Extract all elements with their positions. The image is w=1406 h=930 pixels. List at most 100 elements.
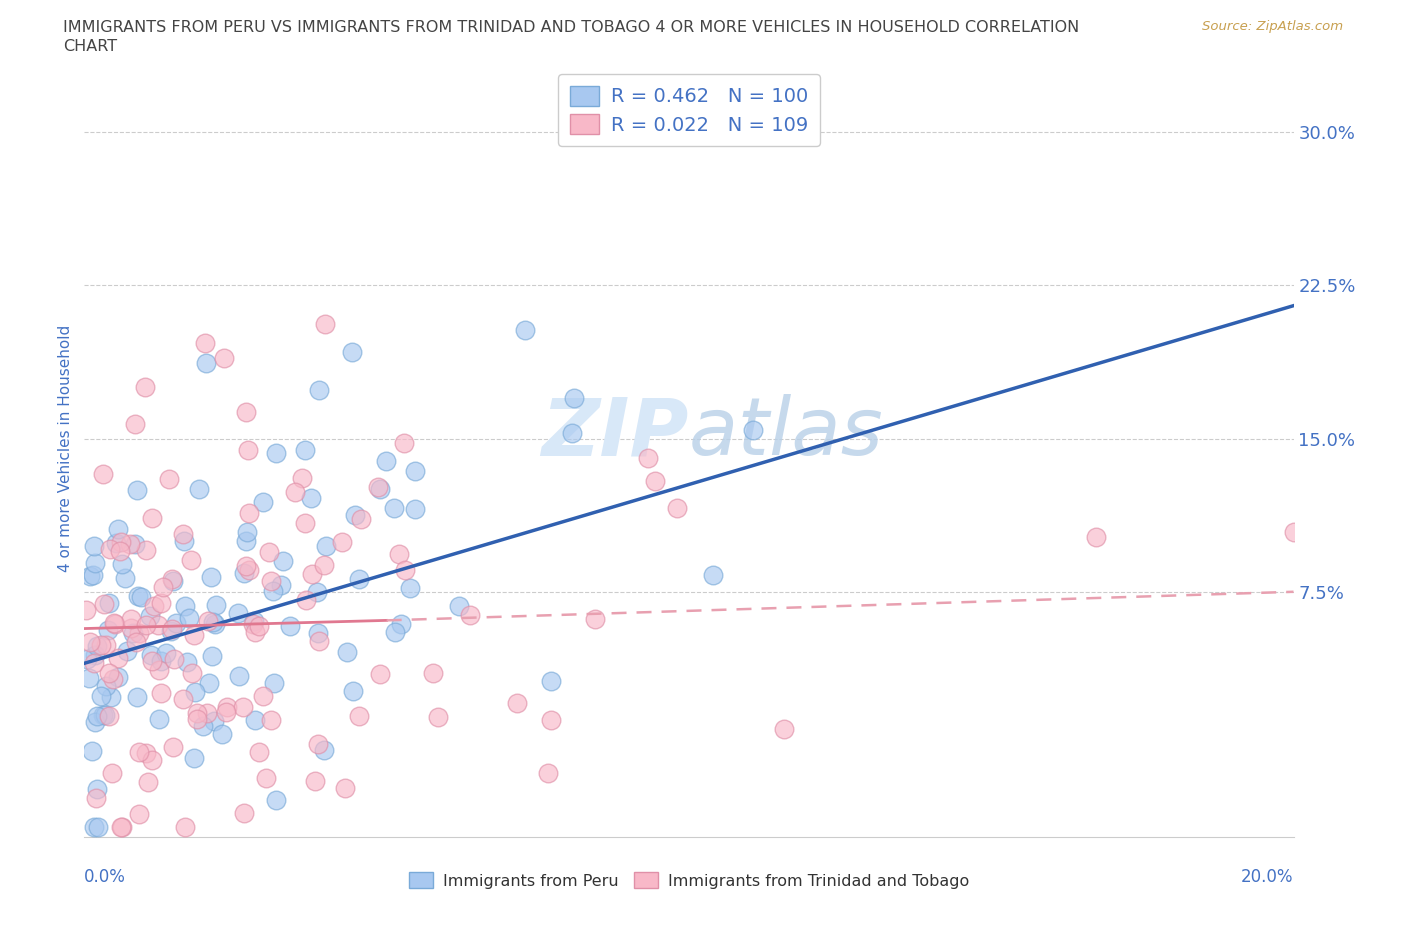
Point bbox=[104, 617, 127, 631]
Point bbox=[299, 490, 322, 505]
Point bbox=[82, 743, 104, 758]
Point bbox=[146, 618, 169, 632]
Point bbox=[391, 617, 413, 631]
Point bbox=[398, 581, 420, 596]
Point bbox=[93, 708, 115, 723]
Point bbox=[148, 663, 170, 678]
Point bbox=[235, 534, 257, 549]
Point bbox=[103, 671, 125, 686]
Point bbox=[1085, 529, 1108, 544]
Point bbox=[136, 775, 159, 790]
Point bbox=[172, 526, 194, 541]
Point bbox=[233, 805, 256, 820]
Point bbox=[128, 626, 150, 641]
Point bbox=[349, 572, 371, 587]
Point bbox=[150, 596, 173, 611]
Point bbox=[540, 713, 562, 728]
Point bbox=[193, 336, 215, 351]
Point bbox=[83, 819, 105, 834]
Point bbox=[294, 515, 316, 530]
Point bbox=[404, 501, 426, 516]
Text: ZIP: ZIP bbox=[541, 394, 689, 472]
Legend: Immigrants from Peru, Immigrants from Trinidad and Tobago: Immigrants from Peru, Immigrants from Tr… bbox=[402, 866, 976, 895]
Point bbox=[242, 617, 264, 631]
Point bbox=[308, 633, 330, 648]
Point bbox=[211, 726, 233, 741]
Point bbox=[111, 557, 134, 572]
Point bbox=[186, 705, 208, 720]
Point bbox=[264, 445, 287, 460]
Point bbox=[114, 570, 136, 585]
Point bbox=[259, 545, 281, 560]
Point bbox=[336, 644, 359, 659]
Point bbox=[75, 603, 97, 618]
Point bbox=[96, 637, 118, 652]
Point bbox=[238, 505, 260, 520]
Point bbox=[294, 443, 316, 458]
Point bbox=[100, 689, 122, 704]
Point bbox=[404, 464, 426, 479]
Point bbox=[263, 675, 285, 690]
Point bbox=[447, 598, 470, 613]
Point bbox=[98, 541, 121, 556]
Point bbox=[84, 715, 107, 730]
Point bbox=[148, 711, 170, 726]
Point bbox=[120, 612, 142, 627]
Point bbox=[160, 572, 183, 587]
Point bbox=[422, 666, 444, 681]
Point bbox=[183, 628, 205, 643]
Point bbox=[212, 351, 235, 365]
Point bbox=[162, 574, 184, 589]
Point bbox=[193, 718, 215, 733]
Point bbox=[124, 634, 146, 649]
Point bbox=[180, 552, 202, 567]
Point bbox=[233, 565, 256, 580]
Point bbox=[127, 690, 149, 705]
Point bbox=[235, 559, 257, 574]
Point bbox=[183, 751, 205, 765]
Point bbox=[583, 611, 606, 626]
Point bbox=[252, 688, 274, 703]
Point bbox=[304, 774, 326, 789]
Point bbox=[772, 722, 794, 737]
Point bbox=[160, 623, 183, 638]
Point bbox=[335, 781, 357, 796]
Point bbox=[201, 648, 224, 663]
Point bbox=[120, 537, 142, 551]
Point bbox=[236, 525, 259, 539]
Point bbox=[195, 706, 218, 721]
Point bbox=[181, 666, 204, 681]
Point bbox=[159, 472, 181, 486]
Point bbox=[107, 670, 129, 684]
Point bbox=[264, 792, 287, 807]
Point bbox=[215, 704, 238, 719]
Point bbox=[128, 806, 150, 821]
Point bbox=[243, 712, 266, 727]
Point bbox=[245, 624, 267, 639]
Point bbox=[79, 568, 101, 583]
Point bbox=[111, 819, 134, 834]
Point bbox=[368, 482, 391, 497]
Point bbox=[506, 696, 529, 711]
Text: atlas: atlas bbox=[689, 394, 884, 472]
Point bbox=[100, 765, 122, 780]
Point bbox=[94, 707, 117, 722]
Point bbox=[108, 544, 131, 559]
Point bbox=[186, 711, 208, 726]
Point bbox=[562, 391, 585, 405]
Point bbox=[375, 453, 398, 468]
Point bbox=[86, 781, 108, 796]
Point bbox=[343, 507, 366, 522]
Point bbox=[204, 597, 226, 612]
Point bbox=[305, 585, 328, 600]
Point bbox=[384, 625, 406, 640]
Point bbox=[278, 618, 301, 633]
Point bbox=[103, 616, 125, 631]
Point bbox=[202, 713, 225, 728]
Point bbox=[392, 435, 415, 450]
Point bbox=[204, 617, 226, 631]
Point bbox=[350, 512, 373, 526]
Point bbox=[143, 599, 166, 614]
Point bbox=[141, 752, 163, 767]
Point bbox=[247, 745, 270, 760]
